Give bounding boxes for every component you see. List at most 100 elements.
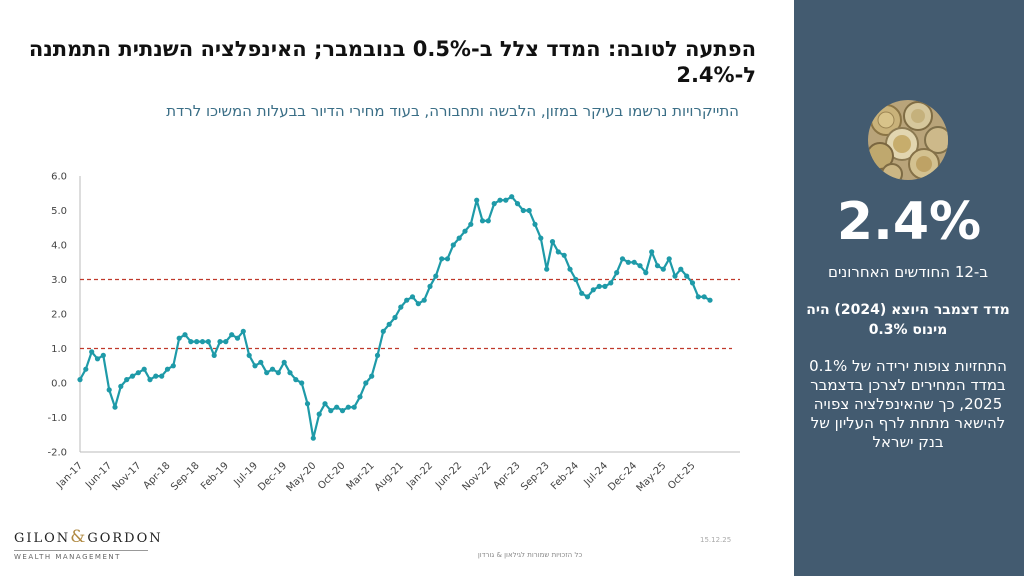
x-tick-label: Mar-21 [345, 460, 377, 492]
data-point [538, 235, 544, 241]
y-tick-label: 3.0 [51, 275, 67, 286]
data-point [444, 256, 451, 262]
data-point [602, 283, 608, 289]
data-point [590, 287, 596, 293]
sidebar-panel [794, 0, 1024, 576]
data-point [614, 270, 620, 276]
x-tick-label: Feb-24 [549, 460, 581, 492]
y-tick-label: -2.0 [47, 448, 67, 459]
data-point [363, 380, 369, 386]
data-point [544, 266, 550, 272]
data-point [654, 263, 661, 269]
data-point [310, 435, 316, 441]
data-point [304, 401, 311, 407]
x-tick-label: Jun-22 [433, 460, 464, 491]
data-point [666, 256, 672, 262]
data-point [561, 252, 567, 258]
data-point [684, 273, 690, 279]
data-point [269, 366, 276, 372]
company-logo: GILON&GORDON WEALTH MANAGEMENT [14, 527, 161, 561]
data-point [287, 370, 293, 376]
x-tick-label: Sep-18 [169, 460, 202, 493]
x-tick-label: Nov-17 [111, 460, 144, 493]
data-point [678, 266, 684, 272]
data-point [316, 411, 322, 417]
data-point [322, 401, 328, 407]
data-point [509, 194, 515, 200]
data-point [584, 294, 591, 300]
data-point [275, 370, 281, 376]
data-point [555, 249, 561, 255]
logo-divider [14, 550, 148, 551]
data-point [159, 373, 165, 379]
data-point [462, 228, 468, 234]
y-tick-label: 0.0 [51, 379, 67, 390]
data-point [264, 370, 270, 376]
y-tick-label: 6.0 [51, 172, 67, 183]
data-point [450, 242, 456, 248]
data-point [596, 283, 602, 289]
forecast-text: התחזיות צופות ירידה של 0.1% במדד המחירים… [809, 357, 1007, 451]
data-point [474, 197, 480, 203]
data-point [479, 218, 486, 224]
logo-name-right: GORDON [87, 531, 163, 546]
data-point [491, 201, 497, 207]
data-point [701, 294, 707, 300]
data-point [526, 207, 532, 214]
data-point [643, 270, 649, 276]
data-point [456, 235, 462, 241]
slide-date: 15.12.25 [700, 536, 732, 544]
logo-ampersand: & [70, 527, 88, 547]
data-point [170, 363, 176, 369]
data-point [176, 335, 182, 341]
x-tick-label: Apr-18 [142, 460, 173, 491]
data-point [573, 276, 579, 283]
data-point [89, 349, 95, 355]
coins-image [868, 100, 948, 180]
page-subtitle: התייקרויות נרשמו בעיקר במזון, הלבשה ותחב… [166, 102, 739, 120]
x-tick-label: Aug-21 [373, 460, 406, 493]
data-point [374, 352, 381, 358]
data-point [637, 263, 643, 269]
data-point [328, 408, 334, 414]
data-point [567, 266, 573, 272]
data-point [625, 259, 631, 265]
data-point [164, 366, 171, 372]
x-tick-label: Oct-20 [316, 460, 348, 492]
data-point [211, 352, 217, 358]
data-point [147, 377, 153, 383]
data-point [386, 321, 392, 327]
copyright-notice: כל הזכויות שמורות לגילאון & גורדון [477, 551, 583, 559]
data-point [695, 294, 701, 300]
data-point [229, 332, 235, 338]
x-tick-label: Jun-17 [83, 460, 114, 491]
data-point [252, 363, 258, 369]
logo-subtitle: WEALTH MANAGEMENT [14, 553, 121, 561]
page-title: הפתעה לטובה: המדד צלל ב-0.5% בנובמבר; הא… [28, 37, 756, 87]
data-point [141, 366, 147, 372]
x-tick-label: May-20 [285, 460, 319, 494]
data-point [334, 404, 340, 410]
data-point [660, 266, 666, 272]
x-tick-label: Nov-22 [461, 460, 494, 493]
data-point [707, 297, 713, 303]
y-tick-label: 4.0 [51, 241, 67, 252]
x-tick-label: Dec-19 [256, 460, 289, 493]
x-tick-label: May-25 [635, 460, 669, 494]
data-point [468, 221, 474, 227]
x-tick-label: Dec-24 [606, 460, 639, 493]
data-point [415, 301, 421, 307]
data-point [608, 280, 614, 286]
data-point [497, 197, 503, 203]
data-point [369, 373, 375, 379]
data-point [240, 328, 246, 334]
data-point [427, 283, 433, 289]
x-tick-label: Feb-19 [199, 460, 231, 492]
data-point [503, 197, 509, 203]
data-point [153, 373, 159, 379]
data-point [421, 297, 427, 303]
x-tick-label: Jan-17 [54, 460, 85, 491]
logo-name-left: GILON [14, 531, 71, 546]
data-point [281, 359, 287, 365]
data-point [409, 294, 416, 300]
